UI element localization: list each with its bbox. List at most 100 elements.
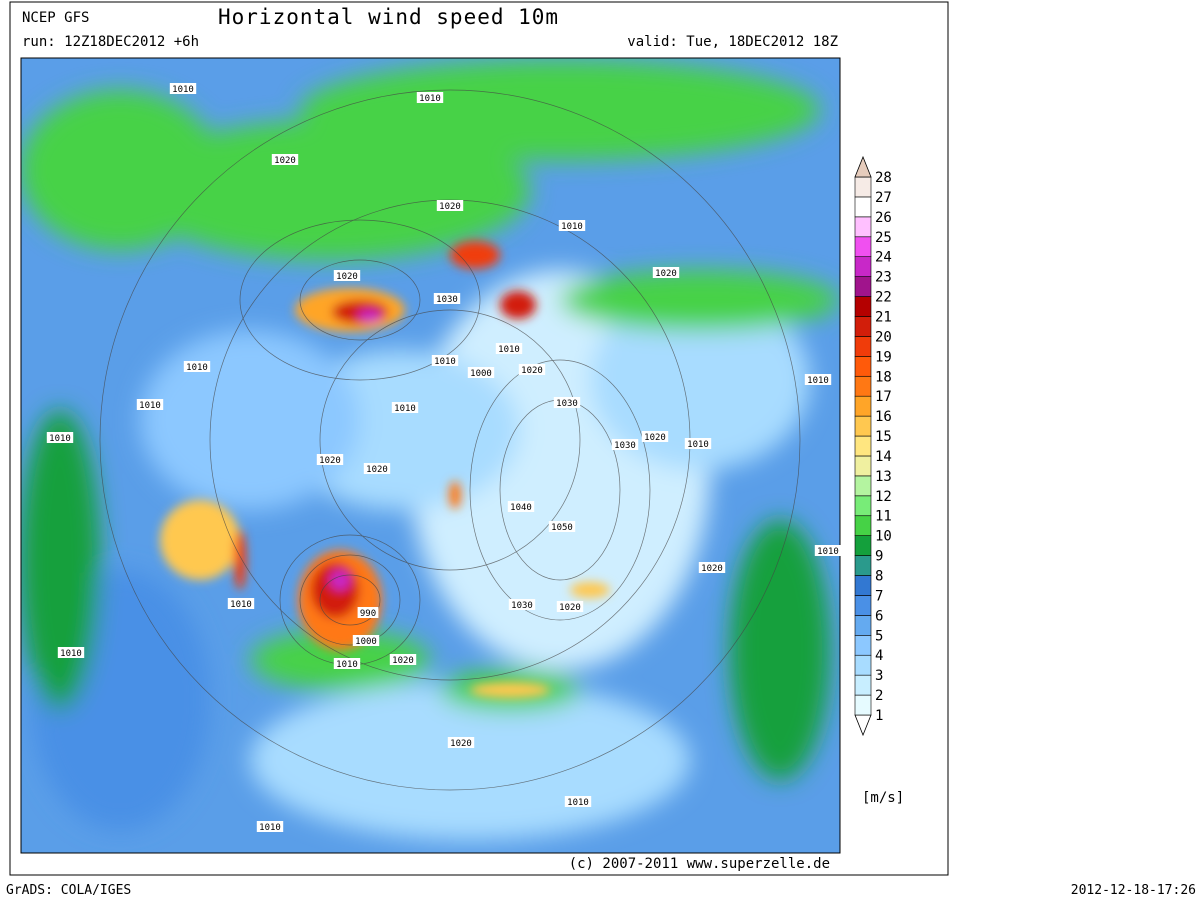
colorbar-label: 8	[875, 569, 883, 585]
isobar-label-bg	[333, 270, 361, 281]
isobar-label: 1010	[259, 823, 281, 833]
colorbar-label: 23	[875, 270, 892, 286]
isobar-label-bg	[436, 200, 464, 211]
isobar-label: 1030	[511, 601, 533, 611]
colorbar-box	[854, 196, 872, 218]
isobar-label-bg	[352, 635, 380, 646]
isobar-label-bg	[548, 521, 576, 532]
isobar-label-bg	[495, 343, 523, 354]
isobar-label-bg	[652, 267, 680, 278]
isobar-label-bg	[416, 92, 444, 103]
colorbar: 1234567891011121314151617181920212223242…	[854, 155, 892, 737]
colorbar-label: 27	[875, 190, 892, 206]
isobar-label: 1010	[498, 345, 520, 355]
colorbar-box	[854, 336, 872, 357]
colorbar-box	[854, 375, 872, 397]
colorbar-label: 11	[875, 509, 892, 525]
colorbar-box	[854, 296, 872, 317]
model-name: NCEP GFS	[22, 10, 89, 26]
isobar-label-bg	[508, 599, 536, 610]
isobar-label: 1020	[392, 656, 414, 666]
isobar-label: 1010	[419, 94, 441, 104]
colorbar-box	[854, 634, 872, 656]
isobar-label-bg	[641, 431, 669, 442]
isobar-label-bg	[447, 737, 475, 748]
isobar-label: 1000	[470, 369, 492, 379]
isobar-label-bg	[183, 361, 211, 372]
isobar-label: 1010	[817, 547, 839, 557]
isobar-label-bg	[431, 355, 459, 366]
colorbar-box	[854, 694, 872, 716]
isobar-label: 1010	[687, 440, 709, 450]
isobar-label: 1020	[450, 739, 472, 749]
colorbar-box	[854, 276, 872, 297]
isobar-label: 1010	[230, 600, 252, 610]
isobar-label-bg	[57, 647, 85, 658]
map-border	[20, 57, 841, 854]
isobar-label-bg	[333, 658, 361, 669]
colorbar-label: 22	[875, 290, 892, 306]
colorbar-box	[854, 555, 872, 576]
isobar-label-bg	[564, 796, 592, 807]
colorbar-label: 21	[875, 309, 892, 325]
isobar-label-bg	[558, 220, 586, 231]
isobar-label-bg	[814, 545, 842, 556]
colorbar-box	[854, 475, 872, 497]
colorbar-box	[854, 415, 872, 437]
isobar-label: 1050	[551, 523, 573, 533]
isobar-label: 1020	[366, 465, 388, 475]
isobar-label-bg	[256, 821, 284, 832]
isobar-label-bg	[389, 654, 417, 665]
colorbar-label: 26	[875, 210, 892, 226]
isobar-label: 1020	[439, 202, 461, 212]
colorbar-label: 3	[875, 668, 883, 684]
colorbar-label: 18	[875, 369, 892, 385]
isobar-label-bg	[227, 598, 255, 609]
colorbar-label: 2	[875, 688, 883, 704]
run-info: run: 12Z18DEC2012 +6h	[22, 34, 199, 50]
colorbar-label: 6	[875, 608, 883, 624]
colorbar-box	[854, 495, 872, 517]
isobar-label: 1020	[644, 433, 666, 443]
isobar-label-bg	[46, 432, 74, 443]
isobar-label-bg	[316, 454, 344, 465]
colorbar-box	[854, 595, 872, 616]
isobar-label: 1010	[336, 660, 358, 670]
colorbar-label: 10	[875, 529, 892, 545]
colorbar-box	[854, 395, 872, 417]
copyright: (c) 2007-2011 www.superzelle.de	[569, 856, 830, 872]
isobar-label: 1010	[60, 649, 82, 659]
colorbar-label: 14	[875, 449, 892, 465]
isobar-label-bg	[169, 83, 197, 94]
isobar-label-bg	[556, 601, 584, 612]
colorbar-box	[854, 575, 872, 596]
isobar-label-bg	[698, 562, 726, 573]
colorbar-label: 17	[875, 389, 892, 405]
isobar-label: 1020	[274, 156, 296, 166]
colorbar-high-arrow	[854, 155, 872, 178]
colorbar-box	[854, 356, 872, 377]
colorbar-label: 1	[875, 708, 883, 724]
isobar-label: 1020	[319, 456, 341, 466]
colorbar-label: 24	[875, 250, 892, 266]
isobar-label-bg	[804, 374, 832, 385]
colorbar-label: 25	[875, 230, 892, 246]
colorbar-label: 28	[875, 170, 892, 186]
colorbar-label: 4	[875, 648, 883, 664]
colorbar-label: 19	[875, 349, 892, 365]
isobar-label: 1040	[510, 503, 532, 513]
colorbar-box	[854, 256, 872, 277]
colorbar-box	[854, 615, 872, 636]
isobar-label: 1010	[172, 85, 194, 95]
colorbar-label: 13	[875, 469, 892, 485]
footer-left: GrADS: COLA/IGES	[6, 883, 131, 898]
colorbar-label: 15	[875, 429, 892, 445]
map-title: Horizontal wind speed 10m	[218, 5, 559, 29]
isobar-label: 1030	[556, 399, 578, 409]
isobar-label: 1020	[336, 272, 358, 282]
isobar-label: 1030	[614, 441, 636, 451]
isobar-label-bg	[553, 397, 581, 408]
colorbar-label: 9	[875, 549, 883, 565]
